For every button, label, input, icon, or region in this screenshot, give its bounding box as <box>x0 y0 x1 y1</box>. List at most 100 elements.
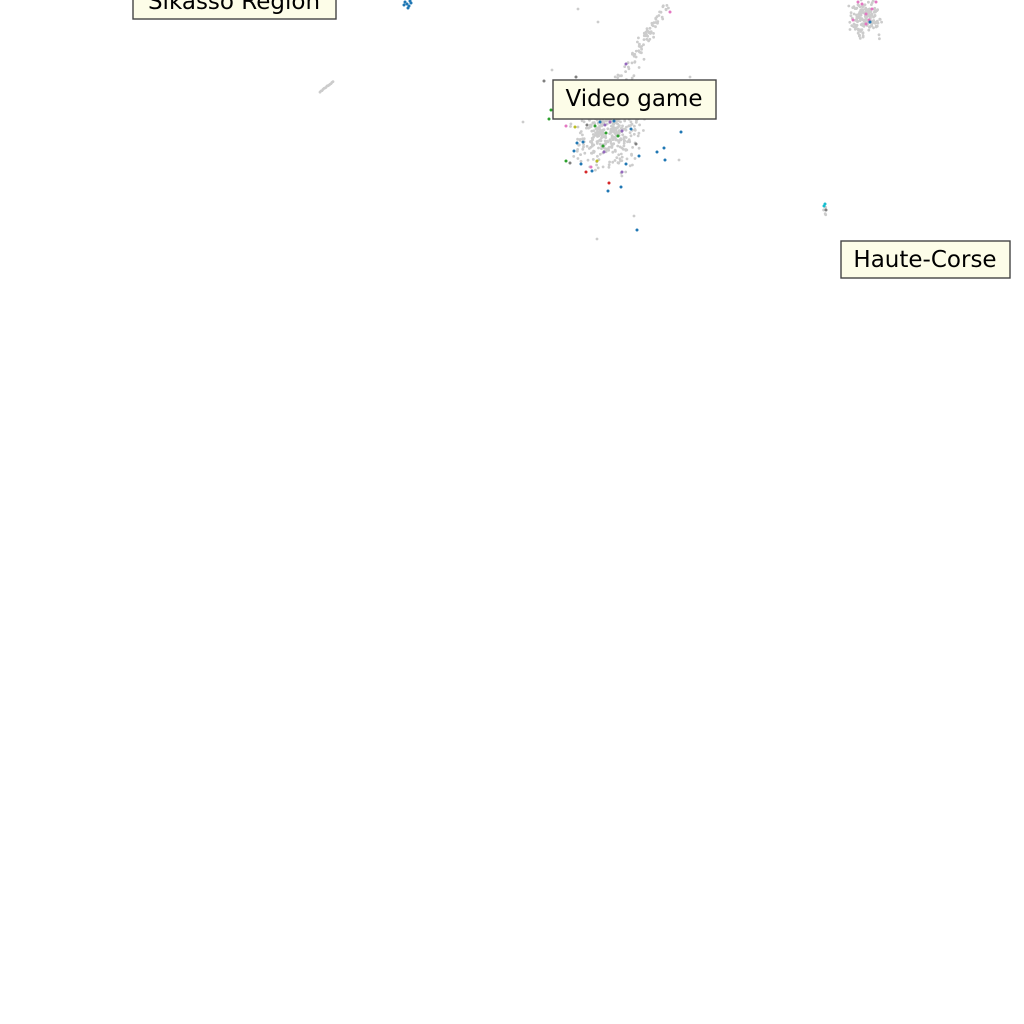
background-point <box>626 140 629 144</box>
annotation-box <box>840 240 1011 279</box>
highlighted-point <box>679 130 683 134</box>
highlighted-point <box>619 185 623 189</box>
background-point <box>621 124 624 128</box>
background-point <box>617 153 621 157</box>
background-point <box>654 25 657 29</box>
background-point <box>863 15 867 18</box>
background-point <box>605 147 608 151</box>
background-point <box>638 42 641 46</box>
background-point <box>606 139 609 143</box>
background-point <box>637 131 641 135</box>
highlighted-point <box>573 125 577 129</box>
background-point <box>638 123 641 127</box>
background-point <box>586 158 590 162</box>
background-point <box>615 156 619 160</box>
background-point <box>858 37 862 40</box>
background-point <box>628 164 632 168</box>
background-points <box>318 0 883 241</box>
background-point <box>612 123 616 126</box>
background-point <box>612 125 615 129</box>
highlighted-point <box>581 140 585 144</box>
background-point <box>873 14 877 18</box>
background-point <box>857 29 860 32</box>
background-point <box>609 130 613 133</box>
background-point <box>645 27 649 31</box>
background-point <box>605 122 609 126</box>
background-point <box>625 125 628 129</box>
highlighted-point <box>620 170 624 174</box>
background-point <box>642 43 645 47</box>
background-point <box>637 146 641 150</box>
background-point <box>592 149 595 153</box>
background-point <box>597 146 600 150</box>
background-point <box>856 3 860 7</box>
background-point <box>654 17 658 21</box>
highlighted-point <box>542 79 546 83</box>
highlighted-point <box>864 12 868 16</box>
highlighted-point <box>575 141 579 145</box>
background-point <box>624 70 627 73</box>
background-point <box>627 67 631 71</box>
background-point <box>856 31 860 35</box>
background-point <box>609 142 613 145</box>
background-point <box>576 157 580 160</box>
highlighted-point <box>860 2 864 6</box>
background-point <box>636 134 640 138</box>
background-point <box>604 119 608 123</box>
background-point <box>629 120 633 124</box>
background-point <box>849 11 853 15</box>
background-point <box>613 148 617 152</box>
background-point <box>607 165 611 169</box>
background-point <box>861 4 865 8</box>
background-point <box>868 10 872 14</box>
highlighted-point <box>856 0 860 4</box>
background-point <box>618 157 622 161</box>
background-point <box>617 131 621 135</box>
background-point <box>630 61 634 65</box>
background-point <box>607 163 611 167</box>
background-point <box>664 8 668 12</box>
background-point <box>608 160 611 164</box>
background-point <box>620 74 623 78</box>
background-point <box>660 15 664 19</box>
background-point <box>598 130 602 134</box>
background-point <box>877 33 881 37</box>
background-point <box>642 38 646 41</box>
background-point <box>633 128 637 132</box>
background-point <box>860 23 864 27</box>
background-point <box>871 0 875 3</box>
background-point <box>651 24 655 28</box>
background-point <box>619 152 623 156</box>
background-point <box>596 154 599 158</box>
background-point <box>606 127 610 131</box>
background-point <box>852 22 856 26</box>
background-point <box>611 160 615 164</box>
highlighted-point <box>606 189 610 193</box>
background-point <box>596 166 600 170</box>
background-point <box>620 174 624 178</box>
background-point <box>595 163 598 167</box>
highlighted-point <box>823 202 827 206</box>
background-point <box>609 127 613 131</box>
background-point <box>867 28 871 32</box>
background-point <box>873 8 876 12</box>
background-point <box>667 6 670 10</box>
annotation-haute-corse: Haute-Corse <box>840 240 1011 279</box>
background-point <box>581 147 585 151</box>
background-point <box>622 141 626 145</box>
background-point <box>864 17 868 21</box>
highlighted-point <box>663 158 667 162</box>
background-point <box>623 139 626 143</box>
highlighted-point <box>634 142 638 146</box>
background-point <box>628 140 632 144</box>
background-point <box>852 12 856 16</box>
background-point <box>872 26 875 30</box>
background-point <box>616 76 620 79</box>
annotation-video-game: Video game <box>552 79 717 120</box>
background-point <box>634 55 638 59</box>
background-point <box>585 144 589 148</box>
background-point <box>625 157 629 161</box>
background-point <box>613 75 617 79</box>
background-point <box>661 5 665 9</box>
